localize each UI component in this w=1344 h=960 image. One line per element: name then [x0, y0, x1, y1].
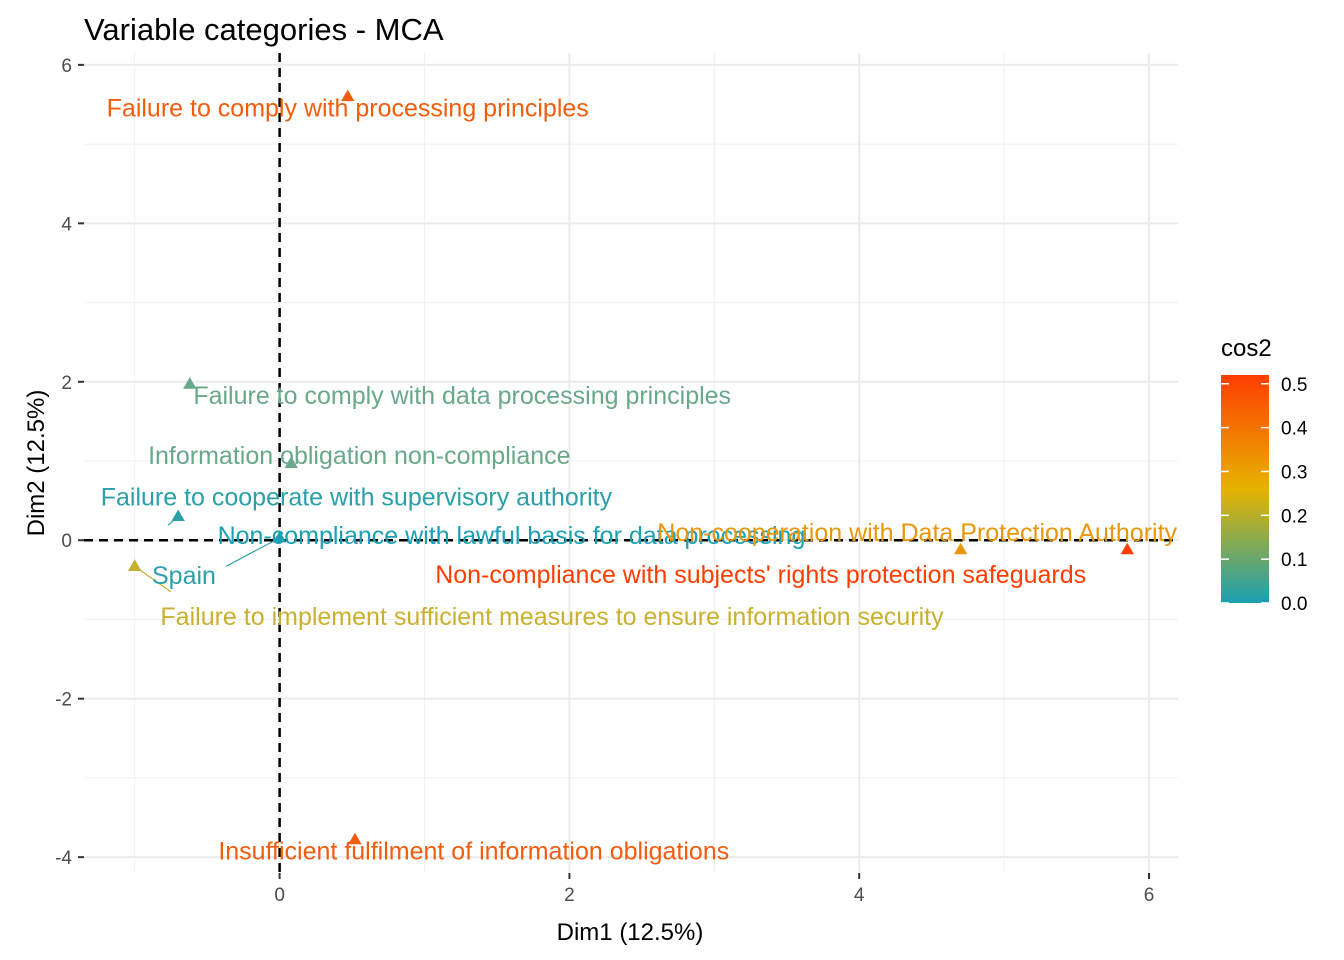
data-points	[128, 89, 1134, 845]
x-tick-label: 6	[1144, 885, 1155, 906]
point-label: Information obligation non-compliance	[148, 442, 570, 470]
point-label: Failure to cooperate with supervisory au…	[101, 483, 613, 511]
point-marker	[128, 559, 142, 571]
point-label: Non-cooperation with Data Protection Aut…	[657, 519, 1177, 547]
point-label: Failure to comply with data processing p…	[193, 382, 731, 410]
chart-title: Variable categories - MCA	[84, 12, 444, 47]
legend: cos2 0.0 0.1 0.2 0.3 0.4 0.5	[1221, 335, 1308, 615]
point-marker	[1120, 542, 1134, 555]
point-label: Failure to comply with processing princi…	[107, 94, 589, 122]
point-marker	[348, 832, 362, 845]
x-axis-ticks: 0 2 4 6	[274, 873, 1154, 906]
y-tick-label: 6	[61, 56, 72, 77]
point-label: Failure to implement sufficient measures…	[160, 603, 944, 631]
point-marker	[272, 530, 287, 543]
y-axis-title: Dim2 (12.5%)	[23, 390, 50, 537]
point-label: Non-compliance with lawful basis for dat…	[218, 522, 806, 550]
grid-minor	[84, 53, 1178, 873]
y-axis-ticks: -4 -2 0 2 4 6	[55, 56, 84, 869]
grid-major	[84, 53, 1178, 873]
x-tick-label: 0	[274, 885, 285, 906]
point-label: Non-compliance with subjects' rights pro…	[435, 561, 1086, 589]
x-tick-label: 2	[564, 885, 575, 906]
legend-tick-label: 0.0	[1281, 594, 1307, 615]
legend-tick-label: 0.4	[1281, 419, 1308, 440]
x-tick-label: 4	[854, 885, 865, 906]
y-tick-label: -2	[55, 690, 72, 711]
point-marker	[341, 89, 355, 102]
point-marker	[171, 509, 185, 522]
y-tick-label: 0	[61, 531, 72, 552]
leader-line	[225, 537, 280, 567]
point-label: Insufficient fulfilment of information o…	[218, 838, 729, 866]
point-marker	[284, 456, 298, 468]
point-labels: Failure to comply with processing princi…	[101, 94, 1178, 865]
y-tick-label: 4	[61, 214, 72, 235]
y-tick-label: 2	[61, 373, 72, 394]
legend-tick-label: 0.5	[1281, 375, 1307, 396]
legend-tick-label: 0.2	[1281, 506, 1307, 527]
reference-lines	[84, 53, 1178, 873]
legend-tick-label: 0.3	[1281, 462, 1307, 483]
legend-colorbar	[1221, 375, 1269, 603]
point-marker	[953, 542, 968, 555]
legend-tick-label: 0.1	[1281, 550, 1307, 571]
y-tick-label: -4	[55, 848, 72, 869]
legend-ticks: 0.0 0.1 0.2 0.3 0.4 0.5	[1221, 375, 1308, 615]
legend-title: cos2	[1221, 335, 1272, 362]
x-axis-title: Dim1 (12.5%)	[557, 919, 704, 946]
point-marker	[183, 377, 197, 389]
point-label: Spain	[152, 562, 216, 590]
